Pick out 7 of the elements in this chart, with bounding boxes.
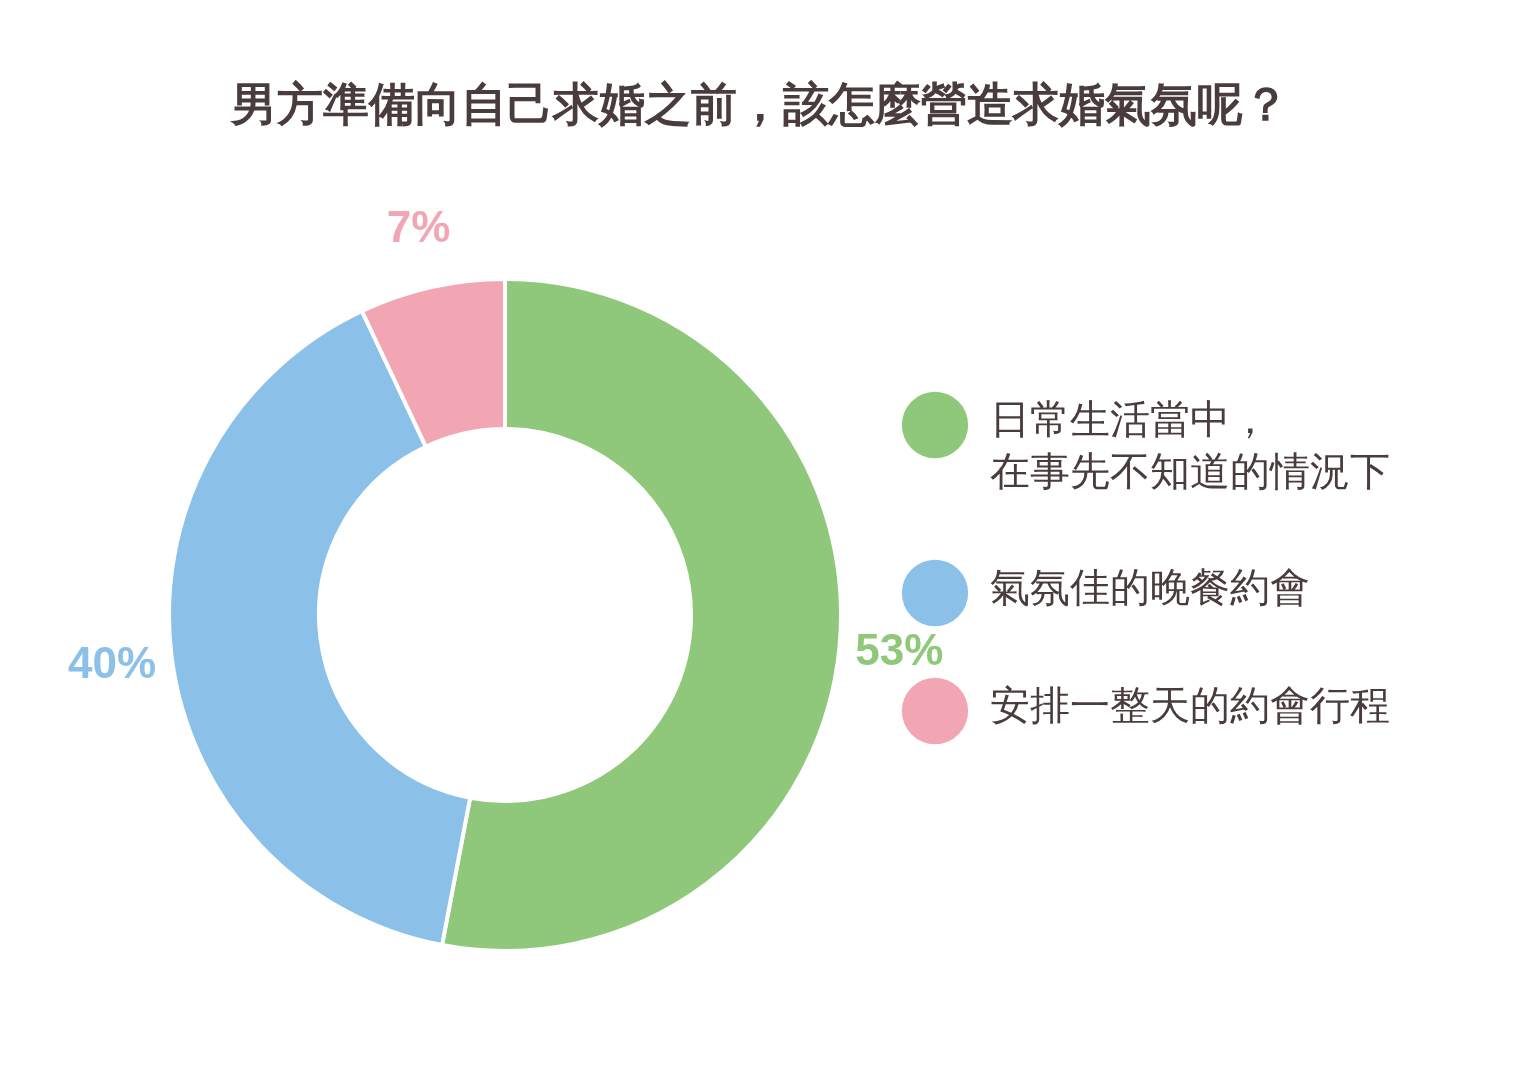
data-label: 53% — [855, 625, 944, 675]
data-label: 7% — [386, 201, 451, 251]
legend-label: 氣氛佳的晚餐約會 — [990, 564, 1310, 610]
legend-label: 日常生活當中，在事先不知道的情況下 — [990, 396, 1390, 494]
legend-label: 安排一整天的約會行程 — [990, 682, 1390, 728]
data-label: 40% — [68, 637, 157, 687]
chart-title: 男方準備向自己求婚之前，該怎麼營造求婚氣氛呢？ — [228, 77, 1289, 131]
